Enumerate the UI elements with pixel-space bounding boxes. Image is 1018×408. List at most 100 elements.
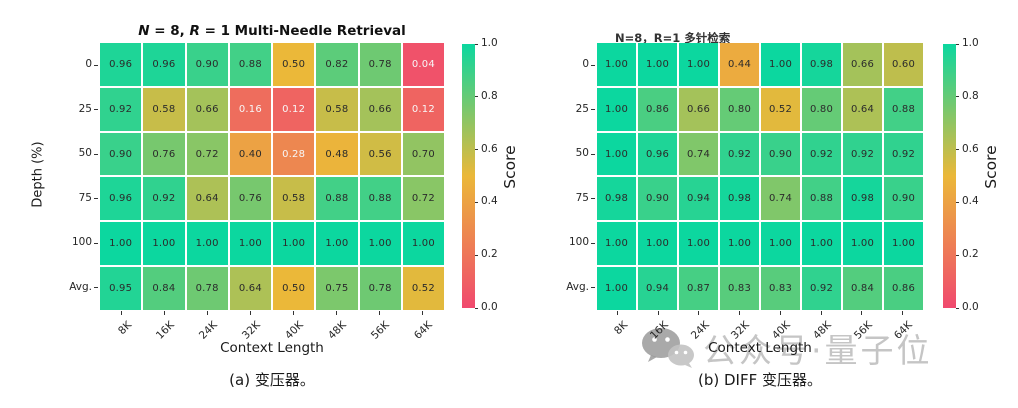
colorbar-tick-mark bbox=[475, 201, 478, 203]
heatmap-cell-25-32K: 0.80 bbox=[720, 87, 759, 131]
y-tick-label: Avg. bbox=[69, 280, 92, 293]
heatmap-cell-100-32K: 1.00 bbox=[720, 222, 759, 266]
colorbar-tick-mark bbox=[475, 43, 478, 45]
heatmap-cell-50-16K: 0.96 bbox=[638, 132, 677, 176]
heatmap-cell-50-8K: 1.00 bbox=[597, 132, 636, 176]
heatmap-cell-50-40K: 0.90 bbox=[761, 132, 800, 176]
title-segment: N=8，R=1 多针检索 bbox=[615, 30, 731, 45]
y-tick-mark bbox=[591, 109, 595, 111]
x-tick-mark bbox=[820, 311, 822, 315]
heatmap-cell-100-40K: 1.00 bbox=[273, 222, 315, 266]
heatmap-cell-0-64K: 0.04 bbox=[402, 43, 444, 86]
heatmap-cell-100-16K: 1.00 bbox=[143, 222, 185, 266]
heatmap-cell-0-16K: 1.00 bbox=[638, 43, 677, 86]
heatmap-cell-0-24K: 0.90 bbox=[186, 43, 228, 86]
heatmap-cell-50-56K: 0.56 bbox=[359, 132, 401, 176]
x-tick-label: 32K bbox=[729, 319, 753, 342]
heatmap-cell-0-64K: 0.60 bbox=[884, 43, 923, 86]
y-tick-mark bbox=[94, 153, 98, 155]
heatmap-cell-50-8K: 0.90 bbox=[100, 132, 142, 176]
colorbar-label: Score bbox=[982, 145, 1000, 189]
heatmap-cell-100-24K: 1.00 bbox=[186, 222, 228, 266]
heatmap-cell-50-24K: 0.72 bbox=[186, 132, 228, 176]
y-tick-mark bbox=[591, 242, 595, 244]
heatmap-cell-50-48K: 0.48 bbox=[316, 132, 358, 176]
heatmap-cell-0-8K: 0.96 bbox=[100, 43, 142, 86]
heatmap-cell-25-16K: 0.58 bbox=[143, 87, 185, 131]
title-segment: = 8, bbox=[149, 23, 190, 40]
heatmap-cell-50-64K: 0.70 bbox=[402, 132, 444, 176]
colorbar-tick-mark bbox=[475, 254, 478, 256]
heatmap-cell-0-40K: 0.50 bbox=[273, 43, 315, 86]
heatmap-cell-0-48K: 0.98 bbox=[802, 43, 841, 86]
heatmap-cell-25-56K: 0.66 bbox=[359, 87, 401, 131]
colorbar-tick-label: 0.2 bbox=[962, 248, 979, 261]
colorbar-tick-label: 0.4 bbox=[481, 195, 498, 208]
y-tick-mark bbox=[94, 242, 98, 244]
watermark: 公众号·量子位 bbox=[641, 324, 933, 372]
heatmap-cell-0-40K: 1.00 bbox=[761, 43, 800, 86]
y-tick-label: 50 bbox=[575, 147, 589, 160]
colorbar-tick-label: 0.8 bbox=[481, 89, 498, 102]
x-axis-label: Context Length bbox=[220, 340, 324, 356]
heatmap-cell-Avg.-24K: 0.87 bbox=[679, 267, 718, 310]
heatmap-cell-100-48K: 1.00 bbox=[802, 222, 841, 266]
heatmap-cell-25-24K: 0.66 bbox=[186, 87, 228, 131]
x-tick-label: 8K bbox=[611, 319, 630, 338]
colorbar bbox=[462, 44, 475, 308]
title-segment: R bbox=[189, 23, 200, 40]
heatmap-cell-25-64K: 0.88 bbox=[884, 87, 923, 131]
heatmap-cell-50-32K: 0.40 bbox=[229, 132, 271, 176]
heatmap-grid: 0.96 0.96 0.90 0.88 0.50 0.82 0.78 0.04 0.92 0.58… bbox=[100, 43, 444, 310]
x-tick-mark bbox=[616, 311, 618, 315]
colorbar-tick-label: 0.6 bbox=[481, 142, 498, 155]
heatmap-cell-75-32K: 0.76 bbox=[229, 177, 271, 221]
heatmap-cell-50-48K: 0.92 bbox=[802, 132, 841, 176]
wechat-icon bbox=[642, 328, 694, 368]
title-segment: N bbox=[138, 23, 150, 40]
heatmap-cell-50-32K: 0.92 bbox=[720, 132, 759, 176]
title-segment: = 1 Multi-Needle Retrieval bbox=[199, 23, 406, 40]
colorbar-tick-label: 0.4 bbox=[962, 195, 979, 208]
heatmap-cell-Avg.-40K: 0.83 bbox=[761, 267, 800, 310]
y-tick-label: 75 bbox=[78, 191, 92, 204]
y-tick-label: Avg. bbox=[566, 280, 589, 293]
heatmap-cell-75-56K: 0.98 bbox=[843, 177, 882, 221]
x-tick-mark bbox=[293, 311, 294, 315]
heatmap-cell-Avg.-8K: 1.00 bbox=[597, 267, 636, 310]
heatmap-cell-100-56K: 1.00 bbox=[843, 222, 882, 266]
x-tick-mark bbox=[902, 311, 904, 315]
heatmap-cell-100-16K: 1.00 bbox=[638, 222, 677, 266]
heatmap-cell-0-16K: 0.96 bbox=[143, 43, 185, 86]
x-tick-mark bbox=[121, 311, 122, 315]
y-tick-mark bbox=[94, 287, 98, 289]
heatmap-cell-75-40K: 0.58 bbox=[273, 177, 315, 221]
colorbar-tick-mark bbox=[956, 149, 959, 151]
heatmap-cell-75-40K: 0.74 bbox=[761, 177, 800, 221]
chart-title: N=8，R=1 多针检索 bbox=[615, 30, 730, 46]
watermark-text: 公众号·量子位 bbox=[703, 331, 933, 370]
y-tick-mark bbox=[591, 198, 595, 200]
colorbar-tick-label: 0.0 bbox=[481, 301, 498, 313]
y-tick-label: 0 bbox=[85, 58, 92, 71]
x-tick-label: 40K bbox=[770, 319, 793, 342]
heatmap-cell-100-24K: 1.00 bbox=[679, 222, 718, 266]
heatmap-cell-100-48K: 1.00 bbox=[316, 222, 358, 266]
heatmap-cell-0-24K: 1.00 bbox=[679, 43, 718, 86]
heatmap-cell-75-16K: 0.92 bbox=[143, 177, 185, 221]
heatmap-cell-100-64K: 1.00 bbox=[884, 222, 923, 266]
y-tick-mark bbox=[591, 64, 595, 66]
heatmap-cell-50-64K: 0.92 bbox=[884, 132, 923, 176]
heatmap-cell-Avg.-32K: 0.83 bbox=[720, 267, 759, 310]
heatmap-cell-75-24K: 0.64 bbox=[186, 177, 228, 221]
colorbar-tick-mark bbox=[475, 307, 478, 309]
x-tick-mark bbox=[861, 311, 863, 315]
y-tick-mark bbox=[591, 287, 595, 289]
heatmap-cell-50-56K: 0.92 bbox=[843, 132, 882, 176]
y-tick-label: 100 bbox=[71, 236, 92, 249]
x-tick-mark bbox=[698, 311, 700, 315]
heatmap-cell-25-16K: 0.86 bbox=[638, 87, 677, 131]
x-tick-label: 16K bbox=[647, 319, 671, 342]
